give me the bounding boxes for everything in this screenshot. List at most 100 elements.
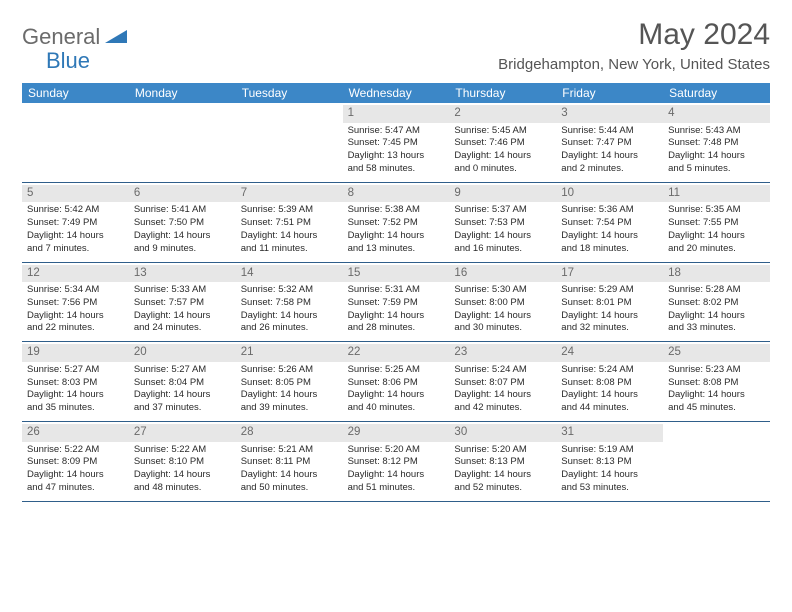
day-number-bar-empty — [663, 424, 770, 439]
header: General May 2024 Bridgehampton, New York… — [22, 18, 770, 73]
day-cell: 13 Sunrise: 5:33 AMSunset: 7:57 PMDayligh… — [129, 263, 236, 342]
logo: General — [22, 24, 129, 50]
day-number: 26 — [27, 425, 124, 441]
day-cell: 20 Sunrise: 5:27 AMSunset: 8:04 PMDayligh… — [129, 342, 236, 421]
week-row: 12 Sunrise: 5:34 AMSunset: 7:56 PMDayligh… — [22, 263, 770, 343]
day-number: 6 — [134, 186, 231, 202]
day-cell: 17Sunrise: 5:29 AMSunset: 8:01 PMDayligh… — [556, 263, 663, 342]
day-info: Sunrise: 5:37 AMSunset: 7:53 PMDaylight:… — [454, 204, 551, 255]
location: Bridgehampton, New York, United States — [498, 56, 770, 73]
day-number-bar: 4 — [663, 105, 770, 123]
weekday-tuesday: Tuesday — [236, 83, 343, 103]
day-info: Sunrise: 5:41 AMSunset: 7:50 PMDaylight:… — [134, 204, 231, 255]
day-number-bar: 22 — [343, 344, 450, 362]
day-number-bar: 3 — [556, 105, 663, 123]
day-info: Sunrise: 5:35 AMSunset: 7:55 PMDaylight:… — [668, 204, 765, 255]
day-cell: 27 Sunrise: 5:22 AMSunset: 8:10 PMDayligh… — [129, 422, 236, 501]
day-cell: 31 Sunrise: 5:19 AMSunset: 8:13 PMDayligh… — [556, 422, 663, 501]
logo-triangle-icon — [105, 27, 127, 48]
day-cell-empty — [22, 103, 129, 182]
day-number: 30 — [454, 425, 551, 441]
day-number-bar: 17 — [556, 265, 663, 283]
week-row: 5Sunrise: 5:42 AMSunset: 7:49 PMDaylight… — [22, 183, 770, 263]
logo-text-blue: Blue — [46, 48, 90, 73]
day-info: Sunrise: 5:45 AMSunset: 7:46 PMDaylight:… — [454, 125, 551, 176]
title-block: May 2024 Bridgehampton, New York, United… — [498, 18, 770, 73]
day-number-bar: 5 — [22, 185, 129, 203]
day-number-bar: 24 — [556, 344, 663, 362]
weekday-friday: Friday — [556, 83, 663, 103]
week-row: 19 Sunrise: 5:27 AMSunset: 8:03 PMDayligh… — [22, 342, 770, 422]
day-number: 12 — [27, 266, 124, 282]
day-number-bar: 10 — [556, 185, 663, 203]
day-number-bar: 14 — [236, 265, 343, 283]
day-info: Sunrise: 5:42 AMSunset: 7:49 PMDaylight:… — [27, 204, 124, 255]
day-cell: 29 Sunrise: 5:20 AMSunset: 8:12 PMDayligh… — [343, 422, 450, 501]
day-cell-empty — [663, 422, 770, 501]
day-info: Sunrise: 5:26 AMSunset: 8:05 PMDaylight:… — [241, 364, 338, 415]
day-number: 14 — [241, 266, 338, 282]
day-info: Sunrise: 5:43 AMSunset: 7:48 PMDaylight:… — [668, 125, 765, 176]
day-number-bar: 29 — [343, 424, 450, 442]
weekday-thursday: Thursday — [449, 83, 556, 103]
day-number: 1 — [348, 106, 445, 122]
day-cell-empty — [236, 103, 343, 182]
day-number: 11 — [668, 186, 765, 202]
logo-text-general: General — [22, 24, 100, 50]
day-info: Sunrise: 5:36 AMSunset: 7:54 PMDaylight:… — [561, 204, 658, 255]
day-number-bar: 19 — [22, 344, 129, 362]
weekday-header-row: SundayMondayTuesdayWednesdayThursdayFrid… — [22, 83, 770, 103]
day-cell: 8Sunrise: 5:38 AMSunset: 7:52 PMDaylight… — [343, 183, 450, 262]
day-info: Sunrise: 5:27 AMSunset: 8:04 PMDaylight:… — [134, 364, 231, 415]
month-title: May 2024 — [498, 18, 770, 52]
day-info: Sunrise: 5:23 AMSunset: 8:08 PMDaylight:… — [668, 364, 765, 415]
day-info: Sunrise: 5:24 AMSunset: 8:07 PMDaylight:… — [454, 364, 551, 415]
day-info: Sunrise: 5:22 AMSunset: 8:10 PMDaylight:… — [134, 444, 231, 495]
day-cell: 28Sunrise: 5:21 AMSunset: 8:11 PMDayligh… — [236, 422, 343, 501]
day-number-bar: 2 — [449, 105, 556, 123]
day-info: Sunrise: 5:39 AMSunset: 7:51 PMDaylight:… — [241, 204, 338, 255]
day-info: Sunrise: 5:19 AMSunset: 8:13 PMDaylight:… — [561, 444, 658, 495]
day-number: 18 — [668, 266, 765, 282]
day-cell: 23Sunrise: 5:24 AMSunset: 8:07 PMDayligh… — [449, 342, 556, 421]
day-cell: 30 Sunrise: 5:20 AMSunset: 8:13 PMDayligh… — [449, 422, 556, 501]
weekday-saturday: Saturday — [663, 83, 770, 103]
day-number: 25 — [668, 345, 765, 361]
day-number-bar: 26 — [22, 424, 129, 442]
day-info: Sunrise: 5:33 AMSunset: 7:57 PMDaylight:… — [134, 284, 231, 335]
day-info: Sunrise: 5:20 AMSunset: 8:13 PMDaylight:… — [454, 444, 551, 495]
day-number: 27 — [134, 425, 231, 441]
day-cell: 10Sunrise: 5:36 AMSunset: 7:54 PMDayligh… — [556, 183, 663, 262]
day-cell: 11 Sunrise: 5:35 AMSunset: 7:55 PMDayligh… — [663, 183, 770, 262]
day-number-bar: 7 — [236, 185, 343, 203]
day-number: 7 — [241, 186, 338, 202]
day-number: 4 — [668, 106, 765, 122]
day-cell: 9Sunrise: 5:37 AMSunset: 7:53 PMDaylight… — [449, 183, 556, 262]
day-number: 13 — [134, 266, 231, 282]
day-info: Sunrise: 5:34 AMSunset: 7:56 PMDaylight:… — [27, 284, 124, 335]
weeks-container: 1 Sunrise: 5:47 AMSunset: 7:45 PMDaylight… — [22, 103, 770, 502]
day-number: 17 — [561, 266, 658, 282]
day-number-bar: 31 — [556, 424, 663, 442]
day-number-bar: 8 — [343, 185, 450, 203]
day-info: Sunrise: 5:21 AMSunset: 8:11 PMDaylight:… — [241, 444, 338, 495]
day-number: 24 — [561, 345, 658, 361]
day-info: Sunrise: 5:47 AMSunset: 7:45 PMDaylight:… — [348, 125, 445, 176]
day-number-bar-empty — [236, 105, 343, 120]
day-cell: 2 Sunrise: 5:45 AMSunset: 7:46 PMDaylight… — [449, 103, 556, 182]
day-cell-empty — [129, 103, 236, 182]
day-info: Sunrise: 5:20 AMSunset: 8:12 PMDaylight:… — [348, 444, 445, 495]
day-number: 19 — [27, 345, 124, 361]
day-cell: 19 Sunrise: 5:27 AMSunset: 8:03 PMDayligh… — [22, 342, 129, 421]
calendar: SundayMondayTuesdayWednesdayThursdayFrid… — [22, 83, 770, 502]
day-info: Sunrise: 5:30 AMSunset: 8:00 PMDaylight:… — [454, 284, 551, 335]
day-number-bar-empty — [129, 105, 236, 120]
day-number-bar: 20 — [129, 344, 236, 362]
day-cell: 4 Sunrise: 5:43 AMSunset: 7:48 PMDaylight… — [663, 103, 770, 182]
day-number-bar: 27 — [129, 424, 236, 442]
day-info: Sunrise: 5:27 AMSunset: 8:03 PMDaylight:… — [27, 364, 124, 415]
day-number-bar: 13 — [129, 265, 236, 283]
day-number: 20 — [134, 345, 231, 361]
day-cell: 12 Sunrise: 5:34 AMSunset: 7:56 PMDayligh… — [22, 263, 129, 342]
day-number-bar: 18 — [663, 265, 770, 283]
